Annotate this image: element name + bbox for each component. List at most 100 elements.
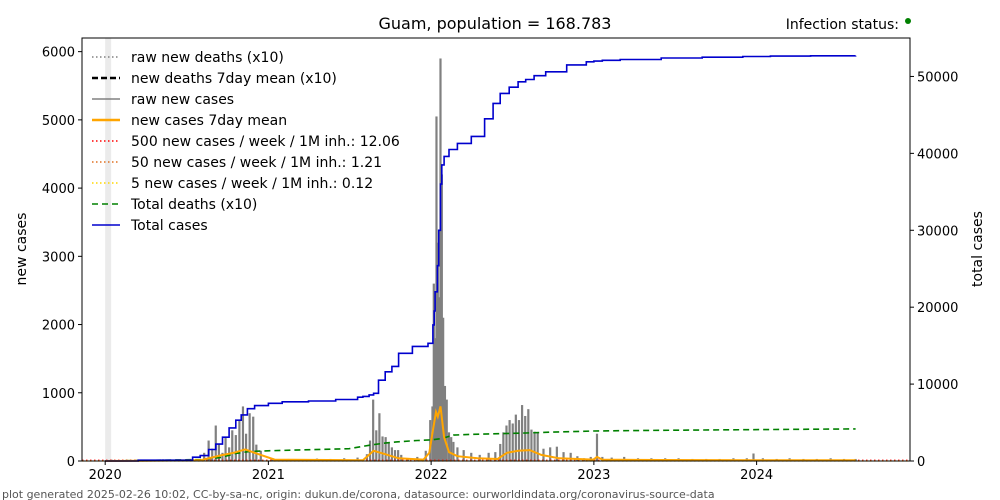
y-tick-label: 2000 [42, 319, 75, 334]
x-tick-label: 2023 [577, 468, 610, 483]
infection-status-label: Infection status: [786, 17, 899, 33]
raw-case-bar [517, 420, 521, 461]
raw-case-bar [511, 423, 514, 461]
raw-case-bar [445, 399, 448, 461]
raw-case-bar [487, 452, 490, 461]
y-tick-label: 5000 [42, 114, 75, 129]
raw-case-bar [244, 433, 248, 461]
raw-case-bar [549, 447, 552, 461]
raw-case-bar [440, 174, 443, 462]
legend-label: raw new cases [131, 92, 234, 108]
raw-case-bar [372, 399, 375, 461]
raw-case-bar [429, 420, 432, 461]
y-axis-label: new cases [14, 213, 30, 286]
y2-tick-label: 20000 [917, 301, 958, 316]
raw-case-bar [505, 425, 508, 461]
raw-case-bar [211, 448, 214, 461]
y2-axis-label: total cases [970, 211, 986, 287]
raw-case-bar [368, 440, 372, 461]
y2-tick-label: 30000 [917, 224, 958, 239]
legend: raw new deaths (x10) new deaths 7day mean… [92, 50, 400, 234]
raw-case-bar [217, 443, 220, 461]
raw-case-bar [221, 452, 224, 461]
raw-case-bar [375, 430, 378, 461]
total-deaths-line [105, 428, 856, 462]
raw-case-bar [450, 437, 453, 461]
y-tick-label: 3000 [42, 250, 75, 265]
y2-tick-label: 10000 [917, 378, 958, 393]
raw-case-bar [231, 430, 234, 461]
status-indicator [905, 18, 911, 24]
legend-label: 500 new cases / week / 1M inh.: 12.06 [131, 134, 400, 150]
legend-label: raw new deaths (x10) [131, 50, 284, 66]
raw-case-bar [432, 283, 435, 461]
chart-title: Guam, population = 168.783 [379, 14, 612, 33]
raw-case-bar [502, 432, 505, 461]
raw-case-bar [378, 413, 381, 461]
raw-case-bar [533, 431, 536, 461]
x-tick-label: 2022 [415, 468, 448, 483]
raw-case-bar [536, 432, 539, 461]
y2-tick-label: 0 [917, 455, 925, 470]
raw-case-bar [241, 406, 245, 461]
raw-case-bar [381, 436, 384, 461]
raw-case-bar [462, 450, 465, 461]
raw-case-bar [252, 416, 255, 461]
raw-case-bar [555, 446, 558, 461]
y-tick-label: 1000 [42, 387, 75, 402]
y-tick-label: 4000 [42, 182, 75, 197]
raw-case-bar [530, 429, 533, 461]
y2-tick-label: 40000 [917, 147, 958, 162]
legend-label: Total cases [130, 218, 208, 234]
x-tick-label: 2024 [740, 468, 773, 483]
raw-case-bar [520, 405, 524, 461]
x-tick-label: 2021 [252, 468, 285, 483]
raw-case-bar [439, 58, 442, 461]
raw-case-bar [214, 425, 217, 461]
legend-label: 5 new cases / week / 1M inh.: 0.12 [131, 176, 373, 192]
early-period-band [105, 38, 112, 461]
raw-case-bar [524, 415, 527, 461]
raw-case-bar [434, 338, 437, 461]
x-tick-label: 2020 [89, 468, 122, 483]
plot-frame [81, 37, 911, 462]
raw-case-bar [387, 443, 390, 461]
raw-case-bar [854, 458, 857, 461]
raw-case-bar [595, 433, 599, 461]
cases-7day-mean-line [105, 406, 856, 462]
raw-case-bar [234, 435, 237, 461]
y2-tick-label: 50000 [917, 70, 958, 85]
legend-label: Total deaths (x10) [130, 197, 257, 213]
total-cases-line [105, 55, 857, 462]
raw-case-bar [393, 450, 397, 461]
raw-case-bar [452, 441, 455, 461]
legend-label: new deaths 7day mean (x10) [131, 71, 337, 87]
footer-credit: plot generated 2025-02-26 10:02, CC-by-s… [2, 488, 715, 500]
raw-case-bar [248, 413, 251, 461]
raw-case-bar [203, 452, 206, 461]
raw-case-bar [447, 432, 451, 461]
raw-case-bar [494, 452, 497, 461]
y-tick-label: 0 [67, 455, 75, 470]
raw-case-bar [508, 420, 511, 461]
raw-case-bar [514, 414, 517, 461]
raw-case-bar [442, 317, 445, 461]
legend-label: new cases 7day mean [131, 113, 287, 129]
raw-case-bar [562, 452, 565, 461]
y-tick-label: 6000 [42, 46, 75, 61]
raw-case-bar [527, 409, 530, 461]
raw-case-bar [436, 242, 439, 461]
raw-case-bar [499, 443, 502, 461]
raw-case-bar [238, 420, 241, 461]
raw-case-bar [443, 385, 447, 461]
raw-case-bar [435, 116, 438, 461]
raw-case-bar [438, 297, 441, 461]
raw-case-bar [569, 452, 572, 461]
raw-case-bar [384, 437, 387, 461]
raw-case-bar [224, 437, 227, 461]
raw-case-bar [397, 450, 400, 461]
legend-label: 50 new cases / week / 1M inh.: 1.21 [131, 155, 382, 171]
raw-case-bar [390, 447, 393, 461]
raw-case-bar [456, 447, 459, 461]
